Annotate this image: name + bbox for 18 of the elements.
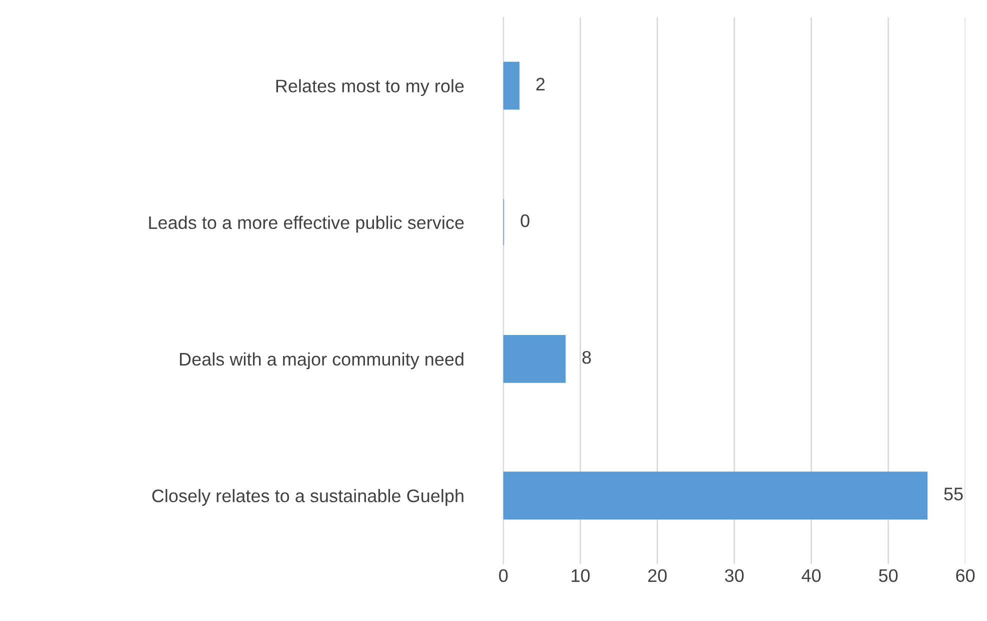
bar [503,472,928,520]
x-tick-label: 30 [724,569,744,582]
x-tick-label: 50 [878,569,898,582]
y-tick-label: Deals with a major community need [180,352,464,370]
x-tick-label: 0 [499,569,508,582]
data-label: 8 [582,351,591,364]
x-tick-label: 10 [572,569,590,582]
y-tick-label: Leads to a more effective public service [149,216,464,233]
x-tick-label: 60 [956,569,975,582]
x-tick-label: 20 [648,569,667,582]
x-tick-label: 40 [802,569,821,582]
bar [503,335,566,383]
data-label: 55 [944,488,963,500]
y-tick-label: Closely relates to a sustainable Guelph [152,489,464,506]
y-tick-label: Relates most to my role [276,79,464,96]
data-label: 0 [520,214,530,228]
data-label: 2 [536,78,545,90]
bar [503,62,520,110]
